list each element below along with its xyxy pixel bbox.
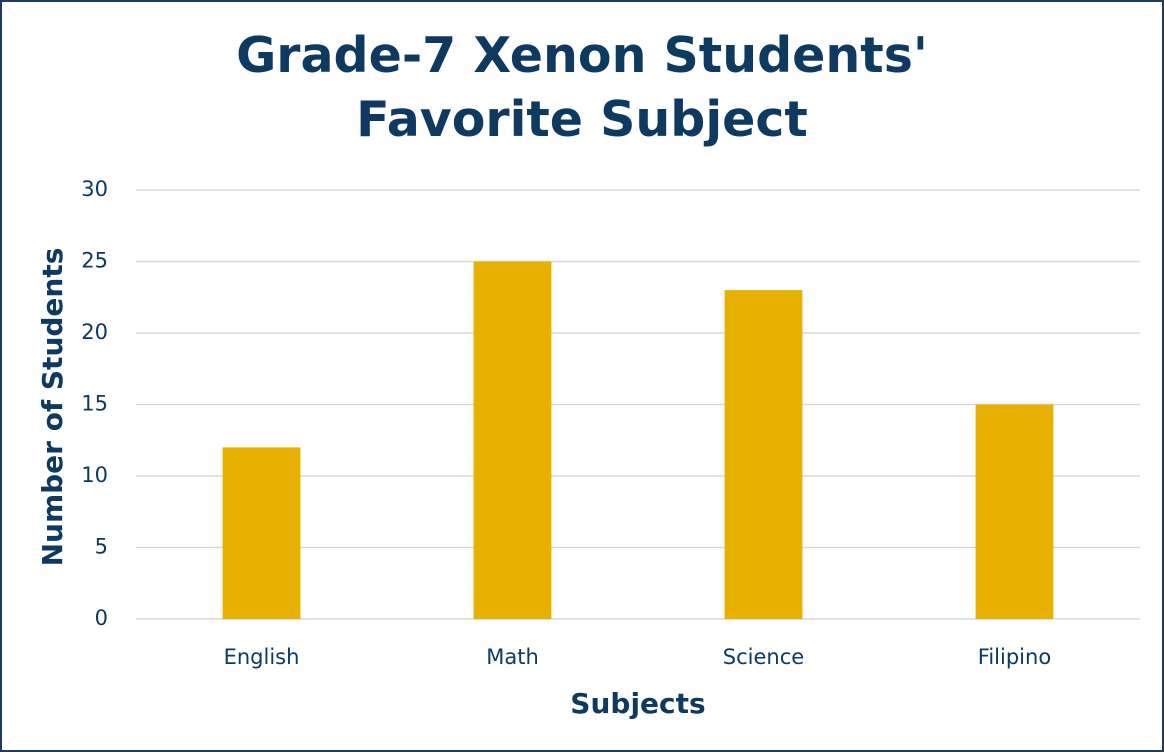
y-tick-label: 15 (81, 392, 108, 416)
bar (724, 290, 803, 619)
bar (222, 447, 301, 619)
x-tick-label: English (224, 645, 300, 669)
bar (975, 404, 1054, 619)
y-tick-label: 30 (81, 177, 108, 201)
y-tick-label: 5 (95, 535, 108, 559)
x-tick-label: Science (723, 645, 804, 669)
y-axis-title: Number of Students (36, 248, 69, 567)
chart-title: Grade-7 Xenon Students' Favorite Subject (236, 27, 928, 148)
x-tick-label: Math (486, 645, 539, 669)
x-tick-label: Filipino (978, 645, 1051, 669)
y-tick-label: 25 (81, 249, 108, 273)
y-tick-label: 10 (81, 463, 108, 487)
y-tick-label: 20 (81, 320, 108, 344)
bar (473, 261, 552, 619)
x-axis-title: Subjects (570, 687, 705, 720)
y-tick-label: 0 (95, 606, 108, 630)
